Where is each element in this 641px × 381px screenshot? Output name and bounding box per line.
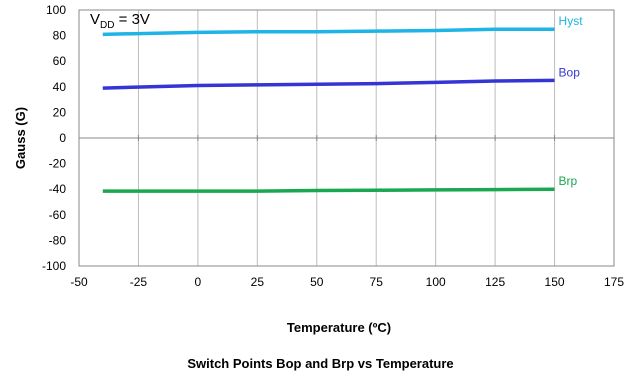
x-tick-label: 100 (426, 275, 446, 289)
y-tick-label: 100 (46, 3, 66, 17)
x-tick-label: 125 (485, 275, 505, 289)
x-tick-label: 0 (195, 275, 202, 289)
y-tick-label: -60 (49, 208, 67, 222)
x-tick-labels: -50 -25 0 25 50 75 100 125 150 175 (70, 275, 624, 289)
y-axis-title: Gauss (G) (13, 107, 28, 169)
x-axis-title: Temperature (ºC) (287, 320, 391, 335)
series-label-hyst: Hyst (559, 14, 584, 28)
series-line-hyst (102, 27, 555, 37)
series-label-brp: Brp (559, 174, 578, 188)
x-tick-label: 75 (370, 275, 384, 289)
chart-title: Switch Points Bop and Brp vs Temperature (187, 356, 454, 371)
series-line-brp (102, 187, 555, 193)
series-line-bop (102, 78, 555, 90)
y-tick-label: -20 (49, 157, 67, 171)
vdd-annotation: VDD = 3V (90, 11, 150, 31)
series-label-bop: Bop (559, 65, 581, 79)
x-tick-label: 50 (310, 275, 324, 289)
y-tick-label: -80 (49, 233, 67, 247)
series-lines (102, 27, 555, 193)
y-tick-labels: 100 80 60 40 20 0 -20 -40 -60 -80 -100 (42, 3, 66, 273)
y-tick-label: 60 (53, 54, 67, 68)
y-tick-label: -100 (42, 259, 66, 273)
y-tick-label: 80 (53, 29, 67, 43)
x-tick-label: -50 (70, 275, 88, 289)
y-tick-label: 40 (53, 80, 67, 94)
y-tick-label: -40 (49, 182, 67, 196)
x-tick-label: 150 (545, 275, 565, 289)
series-labels: Hyst Bop Brp (559, 14, 584, 188)
plot-frame (78, 9, 615, 267)
x-tick-label: -25 (130, 275, 148, 289)
y-tick-label: 0 (59, 131, 66, 145)
x-tick-label: 175 (604, 275, 624, 289)
grid-lines (78, 10, 615, 266)
x-tick-label: 25 (251, 275, 265, 289)
y-tick-label: 20 (53, 105, 67, 119)
